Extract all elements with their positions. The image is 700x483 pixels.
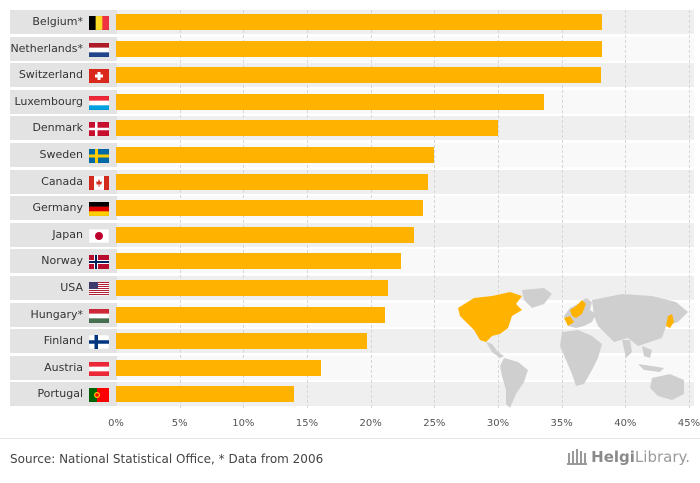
japan-flag-icon: [88, 228, 110, 244]
bar[interactable]: [116, 93, 544, 110]
bar[interactable]: [116, 40, 603, 57]
helgi-library-logo[interactable]: Helgi Library.: [567, 448, 690, 466]
bar[interactable]: [116, 173, 428, 190]
x-tick-label: 25%: [423, 418, 446, 429]
x-tick-label: 15%: [295, 418, 319, 429]
category-label: Japan: [52, 227, 83, 241]
brand-suffix: Library.: [634, 448, 690, 466]
gridline: [434, 10, 436, 408]
brand-prefix: Helgi: [591, 448, 635, 466]
category-label: Sweden: [39, 148, 83, 161]
bar[interactable]: [116, 226, 414, 243]
category-label: Hungary*: [30, 307, 83, 321]
bar[interactable]: [116, 120, 498, 137]
category-label: Switzerland: [18, 68, 83, 82]
category-label: USA: [60, 281, 83, 294]
germany-flag-icon: [88, 201, 110, 217]
belgium-flag-icon: [88, 15, 110, 31]
gridline: [625, 10, 627, 408]
x-tick-label: 45%: [677, 418, 700, 429]
luxembourg-flag-icon: [88, 95, 110, 111]
finland-flag-icon: [88, 334, 110, 350]
bar[interactable]: [116, 280, 389, 296]
bar[interactable]: [116, 147, 435, 163]
netherlands-flag-icon: [88, 42, 110, 57]
norway-flag-icon: [88, 254, 110, 270]
category-label: Canada: [41, 174, 83, 188]
category-label: Netherlands*: [10, 41, 83, 55]
bar[interactable]: [116, 253, 402, 270]
footer-divider: [0, 438, 700, 439]
bar[interactable]: [116, 306, 385, 323]
category-label: Luxembourg: [14, 94, 83, 108]
x-tick-label: 40%: [614, 418, 637, 429]
category-label: Norway: [41, 254, 83, 268]
bar[interactable]: [116, 67, 602, 84]
hungary-flag-icon: [88, 308, 110, 323]
bar[interactable]: [116, 359, 321, 376]
switzerland-flag-icon: [88, 68, 110, 84]
x-tick-label: 5%: [171, 418, 188, 429]
category-label: Belgium*: [32, 15, 83, 28]
bar[interactable]: [116, 14, 603, 30]
category-label: Germany: [32, 201, 83, 215]
category-label: Austria: [44, 360, 83, 374]
sweden-flag-icon: [88, 148, 110, 164]
gridline: [498, 10, 499, 408]
portugal-flag-icon: [88, 387, 110, 403]
x-tick-label: 0%: [108, 418, 124, 429]
x-tick-label: 20%: [359, 418, 382, 429]
bar[interactable]: [116, 333, 367, 350]
gridline: [561, 10, 563, 408]
x-tick-label: 30%: [486, 418, 510, 429]
category-label: Portugal: [37, 387, 83, 401]
canada-flag-icon: [88, 175, 110, 190]
usa-flag-icon: [88, 281, 110, 297]
gridline: [689, 10, 690, 408]
x-tick-label: 35%: [550, 418, 573, 429]
source-note: Source: National Statistical Office, * D…: [10, 452, 324, 466]
x-tick-label: 10%: [232, 418, 255, 429]
denmark-flag-icon: [88, 121, 110, 137]
bar[interactable]: [116, 200, 423, 217]
category-label: Denmark: [32, 121, 83, 135]
category-label: Finland: [43, 334, 83, 348]
library-columns-icon: [567, 449, 588, 465]
bar[interactable]: [116, 386, 295, 403]
austria-flag-icon: [88, 361, 110, 377]
world-map-icon: [458, 288, 688, 408]
